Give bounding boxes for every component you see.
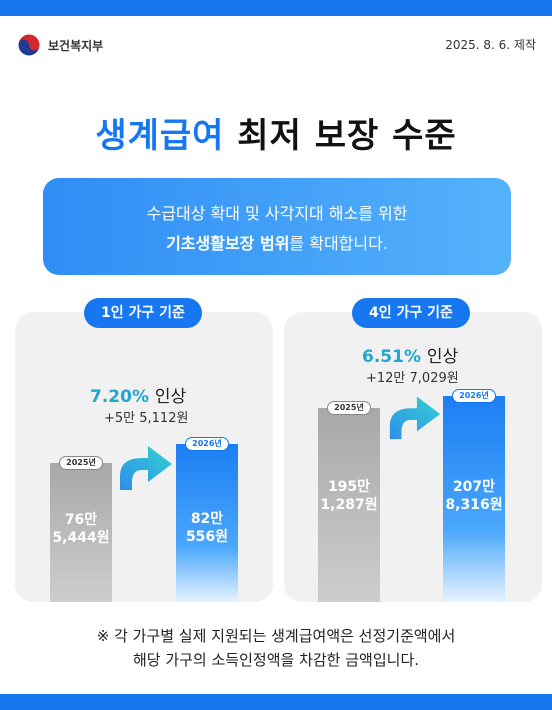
footnote: ※ 각 가구별 실제 지원되는 생계급여액은 선정기준액에서 해당 가구의 소득…	[0, 624, 552, 672]
panel-4-bar-2026: 207만 8,316원	[443, 396, 505, 602]
banner-line1: 수급대상 확대 및 사각지대 해소를 위한	[146, 204, 408, 223]
taegeuk-logo-icon	[17, 33, 41, 57]
panel-1-bar-2025: 76만 5,444원	[50, 463, 112, 602]
footnote-line1: ※ 각 가구별 실제 지원되는 생계급여액은 선정기준액에서	[96, 627, 456, 645]
ministry-name: 보건복지부	[48, 38, 104, 53]
bar-value-line2: 1,287원	[320, 497, 378, 513]
panel-1-increase-word: 인상	[154, 387, 187, 407]
panel-4-label: 4인 가구 기준	[352, 298, 470, 328]
summary-banner: 수급대상 확대 및 사각지대 해소를 위한 기초생활보장 범위를 확대합니다.	[43, 178, 511, 275]
creation-date: 2025. 8. 6. 제작	[445, 38, 536, 52]
panel-1-increase-pct: 7.20%	[90, 387, 149, 407]
bar-value-line2: 5,444원	[52, 530, 110, 546]
bar-value-line1: 76만	[64, 512, 98, 528]
panel-1-increase-amount: +5만 5,112원	[104, 411, 189, 426]
footnote-line2: 해당 가구의 소득인정액을 차감한 금액입니다.	[132, 651, 420, 669]
bar-value-line1: 82만	[190, 511, 224, 527]
banner-rest: 를 확대합니다.	[289, 234, 388, 253]
header: 보건복지부 2025. 8. 6. 제작	[16, 30, 536, 58]
banner-bold: 기초생활보장 범위	[166, 234, 290, 253]
panel-1-year-2025-tag: 2025년	[59, 456, 103, 470]
bar-value-line2: 556원	[185, 529, 229, 545]
title-highlight: 생계급여	[95, 116, 225, 156]
bar-value-line2: 8,316원	[445, 497, 503, 513]
panel-1-increase: 7.20% 인상	[90, 382, 186, 407]
panel-4-increase: 6.51% 인상	[362, 342, 458, 367]
panel-1-bar-2026: 82만 556원	[176, 444, 238, 602]
bar-value-line1: 195만	[327, 479, 371, 495]
page-title: 생계급여 최저 보장 수준	[0, 108, 552, 157]
increase-arrow-icon	[389, 396, 441, 440]
title-rest: 최저 보장 수준	[237, 116, 457, 156]
panel-1-label: 1인 가구 기준	[84, 298, 202, 328]
panel-4-year-2025-tag: 2025년	[327, 401, 371, 415]
panel-1-year-2026-tag: 2026년	[185, 437, 229, 451]
ministry-logo: 보건복지부	[16, 32, 103, 58]
bottom-bar	[0, 694, 552, 710]
bar-value-line1: 207만	[452, 479, 496, 495]
top-bar	[0, 0, 552, 16]
banner-line2: 기초생활보장 범위를 확대합니다.	[43, 230, 511, 254]
panel-4-year-2026-tag: 2026년	[452, 389, 496, 403]
panel-4-increase-word: 인상	[426, 347, 459, 367]
panel-4-bar-2025: 195만 1,287원	[318, 408, 380, 602]
panel-4-increase-pct: 6.51%	[362, 347, 421, 367]
increase-arrow-icon	[120, 446, 172, 490]
panel-4-increase-amount: +12만 7,029원	[366, 371, 459, 386]
